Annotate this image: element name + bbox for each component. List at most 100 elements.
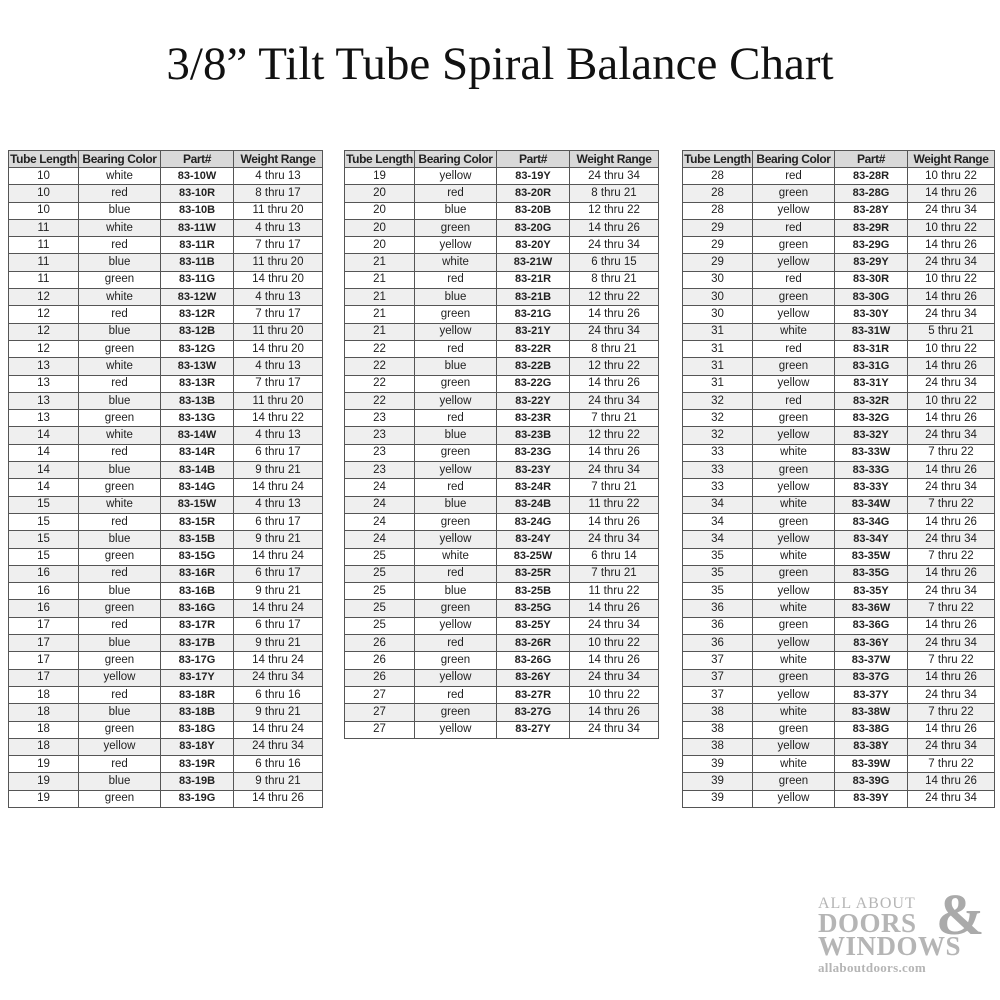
- cell-bearing-color: green: [752, 772, 835, 791]
- cell-bearing-color: red: [78, 374, 161, 393]
- table-row: 23 red 83-23R 7 thru 21: [344, 409, 659, 428]
- cell-bearing-color: red: [414, 634, 497, 653]
- table-row: 19 green 83-19G 14 thru 26: [8, 789, 323, 808]
- cell-bearing-color: blue: [78, 461, 161, 480]
- cell-bearing-color: blue: [78, 703, 161, 722]
- table-row: 21 blue 83-21B 12 thru 22: [344, 288, 659, 307]
- cell-weight-range: 24 thru 34: [569, 461, 659, 480]
- cell-tube-length: 27: [344, 685, 415, 705]
- table-row: 36 white 83-36W 7 thru 22: [682, 599, 995, 618]
- cell-part-number: 83-28R: [834, 166, 908, 186]
- cell-part-number: 83-15B: [160, 530, 234, 549]
- cell-weight-range: 12 thru 22: [569, 201, 659, 220]
- cell-weight-range: 6 thru 14: [569, 547, 659, 566]
- table-row: 15 white 83-15W 4 thru 13: [8, 495, 323, 514]
- cell-part-number: 83-30R: [834, 270, 908, 290]
- cell-bearing-color: red: [78, 184, 161, 203]
- cell-part-number: 83-27Y: [496, 720, 570, 739]
- cell-tube-length: 20: [344, 236, 415, 255]
- cell-weight-range: 14 thru 26: [569, 218, 659, 238]
- cell-tube-length: 29: [682, 236, 753, 255]
- table-row: 19 red 83-19R 6 thru 16: [8, 755, 323, 774]
- cell-bearing-color: red: [414, 478, 497, 497]
- cell-bearing-color: yellow: [414, 720, 497, 739]
- cell-bearing-color: white: [414, 547, 497, 566]
- balance-table-2: Tube Length Bearing Color Part# Weight Rang…: [344, 150, 659, 739]
- cell-bearing-color: yellow: [752, 374, 835, 393]
- cell-weight-range: 8 thru 21: [569, 270, 659, 290]
- cell-tube-length: 24: [344, 495, 415, 514]
- header-weight-range: Weight Range: [233, 150, 323, 168]
- cell-part-number: 83-31W: [834, 322, 908, 341]
- cell-tube-length: 24: [344, 530, 415, 549]
- table-row: 25 white 83-25W 6 thru 14: [344, 547, 659, 566]
- cell-weight-range: 10 thru 22: [907, 218, 995, 238]
- table-row: 29 red 83-29R 10 thru 22: [682, 218, 995, 238]
- header-tube-length: Tube Length: [8, 150, 79, 168]
- cell-weight-range: 9 thru 21: [233, 634, 323, 653]
- cell-bearing-color: yellow: [752, 305, 835, 324]
- cell-weight-range: 6 thru 17: [233, 564, 323, 584]
- cell-tube-length: 20: [344, 218, 415, 238]
- cell-weight-range: 14 thru 26: [233, 789, 323, 808]
- cell-part-number: 83-36Y: [834, 634, 908, 653]
- cell-tube-length: 37: [682, 685, 753, 705]
- cell-weight-range: 10 thru 22: [569, 634, 659, 653]
- cell-weight-range: 24 thru 34: [907, 737, 995, 757]
- cell-tube-length: 23: [344, 461, 415, 480]
- table-row: 26 red 83-26R 10 thru 22: [344, 634, 659, 653]
- table-row: 17 yellow 83-17Y 24 thru 34: [8, 668, 323, 687]
- cell-tube-length: 35: [682, 547, 753, 566]
- table-row: 17 red 83-17R 6 thru 17: [8, 616, 323, 636]
- cell-weight-range: 24 thru 34: [569, 166, 659, 186]
- cell-tube-length: 27: [344, 703, 415, 722]
- cell-part-number: 83-17Y: [160, 668, 234, 687]
- cell-bearing-color: white: [752, 322, 835, 341]
- cell-weight-range: 24 thru 34: [569, 616, 659, 636]
- table-row: 16 blue 83-16B 9 thru 21: [8, 582, 323, 601]
- cell-part-number: 83-19R: [160, 755, 234, 774]
- cell-bearing-color: red: [78, 236, 161, 255]
- cell-bearing-color: blue: [78, 634, 161, 653]
- cell-weight-range: 6 thru 17: [233, 443, 323, 463]
- cell-bearing-color: green: [752, 616, 835, 636]
- header-part-number: Part#: [496, 150, 570, 168]
- cell-bearing-color: green: [752, 236, 835, 255]
- cell-weight-range: 6 thru 17: [233, 616, 323, 636]
- table-row: 20 red 83-20R 8 thru 21: [344, 184, 659, 203]
- table-row: 29 yellow 83-29Y 24 thru 34: [682, 253, 995, 272]
- cell-bearing-color: white: [752, 547, 835, 566]
- cell-weight-range: 7 thru 22: [907, 495, 995, 514]
- table-row: 14 blue 83-14B 9 thru 21: [8, 461, 323, 480]
- cell-bearing-color: red: [78, 512, 161, 532]
- cell-weight-range: 9 thru 21: [233, 703, 323, 722]
- cell-part-number: 83-39G: [834, 772, 908, 791]
- cell-tube-length: 13: [8, 391, 79, 411]
- cell-bearing-color: white: [752, 703, 835, 722]
- cell-tube-length: 21: [344, 253, 415, 272]
- cell-weight-range: 7 thru 17: [233, 305, 323, 324]
- table-row: 20 yellow 83-20Y 24 thru 34: [344, 236, 659, 255]
- cell-bearing-color: red: [78, 443, 161, 463]
- table-row: 32 red 83-32R 10 thru 22: [682, 391, 995, 411]
- cell-part-number: 83-24G: [496, 512, 570, 532]
- cell-part-number: 83-32Y: [834, 426, 908, 445]
- cell-tube-length: 30: [682, 270, 753, 290]
- cell-part-number: 83-17G: [160, 651, 234, 670]
- cell-bearing-color: green: [414, 512, 497, 532]
- cell-weight-range: 14 thru 24: [233, 547, 323, 566]
- cell-part-number: 83-15R: [160, 512, 234, 532]
- cell-weight-range: 24 thru 34: [233, 737, 323, 757]
- table-row: 11 white 83-11W 4 thru 13: [8, 218, 323, 238]
- header-bearing-color: Bearing Color: [752, 150, 835, 168]
- table-row: 15 green 83-15G 14 thru 24: [8, 547, 323, 566]
- cell-bearing-color: yellow: [414, 668, 497, 687]
- table-row: 22 blue 83-22B 12 thru 22: [344, 357, 659, 376]
- table-row: 25 blue 83-25B 11 thru 22: [344, 582, 659, 601]
- cell-part-number: 83-37G: [834, 668, 908, 687]
- table-row: 23 blue 83-23B 12 thru 22: [344, 426, 659, 445]
- table-row: 11 blue 83-11B 11 thru 20: [8, 253, 323, 272]
- cell-bearing-color: yellow: [752, 253, 835, 272]
- cell-part-number: 83-29G: [834, 236, 908, 255]
- table-row: 31 red 83-31R 10 thru 22: [682, 339, 995, 359]
